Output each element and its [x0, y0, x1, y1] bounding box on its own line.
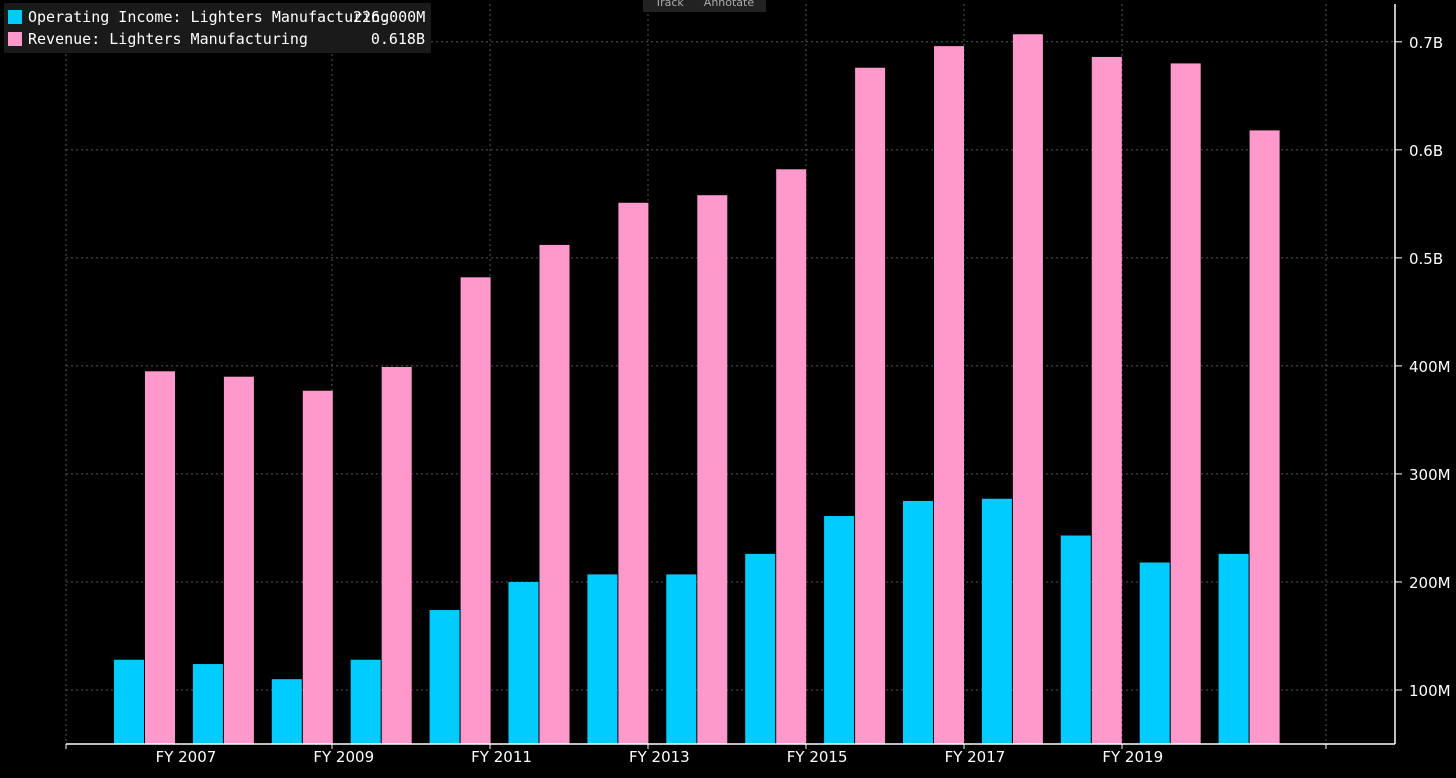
- bar-operating-income-fy-2015[interactable]: [824, 516, 855, 744]
- bar-revenue-fy-2012[interactable]: [618, 202, 649, 744]
- legend-swatch: [8, 10, 22, 24]
- bar-revenue-fy-2014[interactable]: [776, 169, 807, 744]
- bar-operating-income-fy-2008[interactable]: [271, 679, 302, 744]
- bar-operating-income-fy-2012[interactable]: [587, 574, 618, 744]
- y-tick-labels: 100M 200M 300M 400M 0.5B 0.6B 0.7B: [1409, 34, 1451, 700]
- legend-label: Revenue: Lighters Manufacturing: [28, 30, 308, 48]
- bar-operating-income-fy-2019[interactable]: [1139, 562, 1170, 744]
- bar-revenue-fy-2019[interactable]: [1170, 63, 1201, 744]
- legend-value: 0.618B: [370, 30, 425, 48]
- annotate-button[interactable]: Annotate: [703, 0, 755, 9]
- bar-revenue-fy-2011[interactable]: [539, 244, 570, 745]
- x-tick-label: FY 2015: [787, 748, 848, 766]
- y-tick-label: 0.6B: [1409, 142, 1443, 160]
- bar-revenue-fy-2010[interactable]: [460, 277, 491, 744]
- bar-operating-income-fy-2006[interactable]: [114, 659, 144, 744]
- bar-revenue-fy-2013[interactable]: [697, 195, 728, 745]
- legend-item-operating-income: Operating Income: Lighters Manufacturing…: [8, 6, 425, 28]
- y-tick-label: 200M: [1409, 574, 1451, 592]
- bar-operating-income-fy-2014[interactable]: [745, 553, 776, 744]
- bar-revenue-fy-2006[interactable]: [145, 371, 175, 744]
- y-tick-label: 0.7B: [1409, 34, 1443, 52]
- legend-swatch: [8, 32, 22, 46]
- x-tick-label: FY 2011: [471, 748, 532, 766]
- bar-operating-income-fy-2013[interactable]: [666, 574, 697, 744]
- legend: Operating Income: Lighters Manufacturing…: [4, 3, 431, 53]
- y-tick-label: 100M: [1409, 682, 1451, 700]
- x-tick-label: FY 2009: [313, 748, 374, 766]
- bar-operating-income-fy-2007[interactable]: [192, 664, 223, 744]
- bar-operating-income-fy-2016[interactable]: [903, 500, 933, 744]
- bar-revenue-fy-2008[interactable]: [302, 390, 333, 744]
- bar-revenue-fy-2018[interactable]: [1091, 56, 1122, 744]
- bar-revenue-fy-2020[interactable]: [1249, 130, 1280, 744]
- x-tick-labels: FY 2007 FY 2009 FY 2011 FY 2013 FY 2015 FY 20…: [156, 748, 1164, 766]
- bar-operating-income-fy-2017[interactable]: [981, 498, 1012, 744]
- bar-operating-income-fy-2020[interactable]: [1218, 553, 1249, 744]
- x-tick-label: FY 2019: [1102, 748, 1163, 766]
- axes: [65, 4, 1402, 749]
- legend-item-revenue: Revenue: Lighters Manufacturing 0.618B: [8, 28, 425, 50]
- bars: [114, 34, 1280, 745]
- x-tick-label: FY 2007: [156, 748, 217, 766]
- bar-operating-income-fy-2018[interactable]: [1060, 535, 1091, 744]
- bar-revenue-fy-2007[interactable]: [223, 376, 254, 744]
- bar-revenue-fy-2016[interactable]: [934, 46, 964, 744]
- bar-operating-income-fy-2010[interactable]: [429, 610, 460, 744]
- chart-toolbar: Track Annotate: [643, 0, 767, 12]
- y-tick-label: 400M: [1409, 358, 1451, 376]
- y-tick-label: 0.5B: [1409, 250, 1443, 268]
- bar-operating-income-fy-2011[interactable]: [508, 581, 539, 744]
- x-tick-label: FY 2013: [629, 748, 690, 766]
- bar-revenue-fy-2015[interactable]: [855, 67, 886, 744]
- legend-value: 226.000M: [353, 8, 426, 26]
- bar-revenue-fy-2017[interactable]: [1012, 34, 1043, 745]
- bar-operating-income-fy-2009[interactable]: [350, 659, 381, 744]
- bar-revenue-fy-2009[interactable]: [381, 366, 412, 744]
- legend-label: Operating Income: Lighters Manufacturing: [28, 8, 390, 26]
- x-tick-label: FY 2017: [945, 748, 1006, 766]
- y-tick-label: 300M: [1409, 466, 1451, 484]
- track-button[interactable]: Track: [655, 0, 684, 9]
